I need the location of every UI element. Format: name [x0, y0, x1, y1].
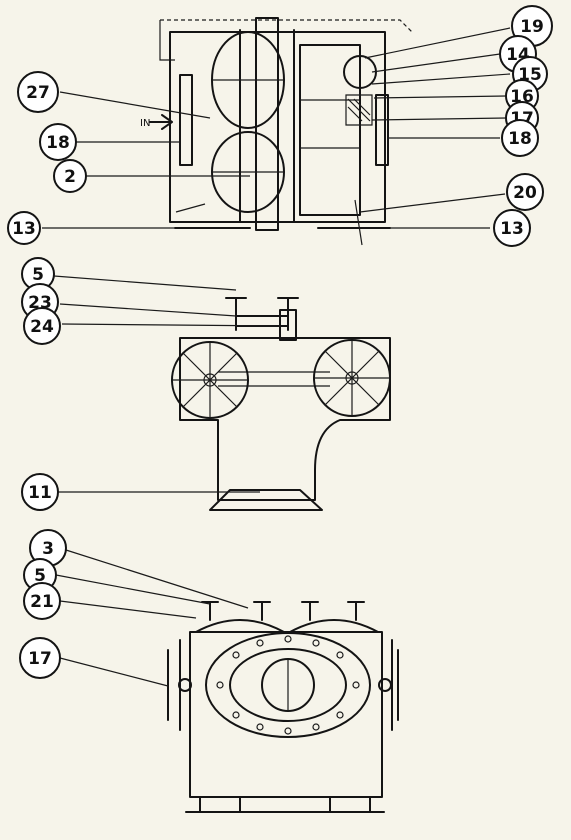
- bolt-holes: [216, 635, 360, 735]
- top-view: IN: [42, 17, 511, 246]
- callout-21: 21: [23, 582, 61, 620]
- middle-view: [53, 275, 391, 511]
- left-side-hub: [178, 678, 192, 692]
- right-foot: [329, 796, 371, 813]
- middle-base: [209, 489, 323, 511]
- svg-text:2: 2: [64, 167, 76, 187]
- svg-text:13: 13: [12, 219, 36, 239]
- svg-text:20: 20: [513, 183, 537, 203]
- leader-21: [59, 600, 197, 619]
- left-flange: [179, 74, 193, 166]
- svg-text:19: 19: [520, 17, 544, 37]
- outer-flange: [205, 632, 371, 738]
- middle-housing: [179, 337, 391, 501]
- right-cover-plate: [289, 619, 379, 633]
- right-flange: [375, 94, 389, 166]
- inflow-arrow: [149, 114, 173, 130]
- leader-15: [371, 73, 511, 85]
- callout-13-left: 13: [7, 211, 41, 245]
- leader-24: [61, 323, 281, 327]
- leader-17-top: [371, 117, 507, 121]
- leader-5-middle: [53, 275, 237, 291]
- svg-text:17: 17: [28, 649, 52, 669]
- callout-17-bottom: 17: [19, 637, 61, 679]
- leader-5-bottom: [55, 574, 211, 605]
- svg-text:18: 18: [508, 129, 532, 149]
- right-middle-handwheel-spokes: [314, 340, 390, 416]
- right-side-hub: [378, 678, 392, 692]
- svg-text:27: 27: [26, 83, 50, 103]
- drain-leader: [354, 199, 363, 246]
- leader-14: [371, 53, 501, 73]
- callout-2: 2: [53, 159, 87, 193]
- leader-16: [373, 95, 507, 99]
- left-drain-leader: [175, 203, 206, 213]
- callout-18-left: 18: [39, 123, 77, 161]
- left-handwheel-spokes: [172, 342, 248, 418]
- bottom-housing: [189, 631, 383, 798]
- inner-flange: [229, 648, 347, 722]
- leader-17-bottom: [59, 657, 169, 687]
- top-piping-left: [159, 20, 175, 61]
- svg-text:18: 18: [46, 133, 70, 153]
- callout-27: 27: [17, 71, 59, 113]
- svg-text:24: 24: [30, 317, 54, 337]
- svg-text:16: 16: [510, 87, 534, 107]
- svg-text:21: 21: [30, 592, 54, 612]
- right-gearbox-hatched: [345, 94, 373, 126]
- left-foot: [199, 796, 241, 813]
- center-column: [255, 17, 279, 231]
- svg-text:5: 5: [34, 566, 46, 586]
- callout-24: 24: [23, 307, 61, 345]
- inflow-label: IN: [140, 118, 150, 129]
- svg-text:11: 11: [28, 483, 52, 503]
- callout-13-right: 13: [493, 209, 531, 247]
- callout-20: 20: [506, 173, 544, 211]
- left-cover-plate: [195, 619, 285, 633]
- leader-3: [65, 549, 249, 609]
- svg-text:3: 3: [42, 539, 54, 559]
- right-chamber: [299, 44, 361, 216]
- callout-11: 11: [21, 473, 59, 511]
- vent-valve-body: [279, 309, 297, 341]
- leader-19: [364, 27, 511, 59]
- leader-23: [59, 303, 237, 317]
- leader-27: [59, 91, 211, 119]
- svg-text:5: 5: [32, 265, 44, 285]
- callout-18-right: 18: [501, 119, 539, 157]
- bottom-view: [55, 549, 399, 813]
- top-piping-dashed: [160, 19, 413, 33]
- svg-text:13: 13: [500, 219, 524, 239]
- leader-20: [359, 193, 506, 213]
